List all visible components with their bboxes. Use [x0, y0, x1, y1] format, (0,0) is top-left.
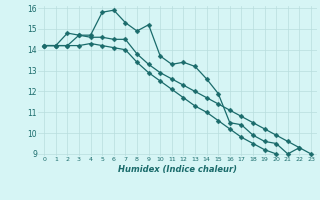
X-axis label: Humidex (Indice chaleur): Humidex (Indice chaleur): [118, 165, 237, 174]
